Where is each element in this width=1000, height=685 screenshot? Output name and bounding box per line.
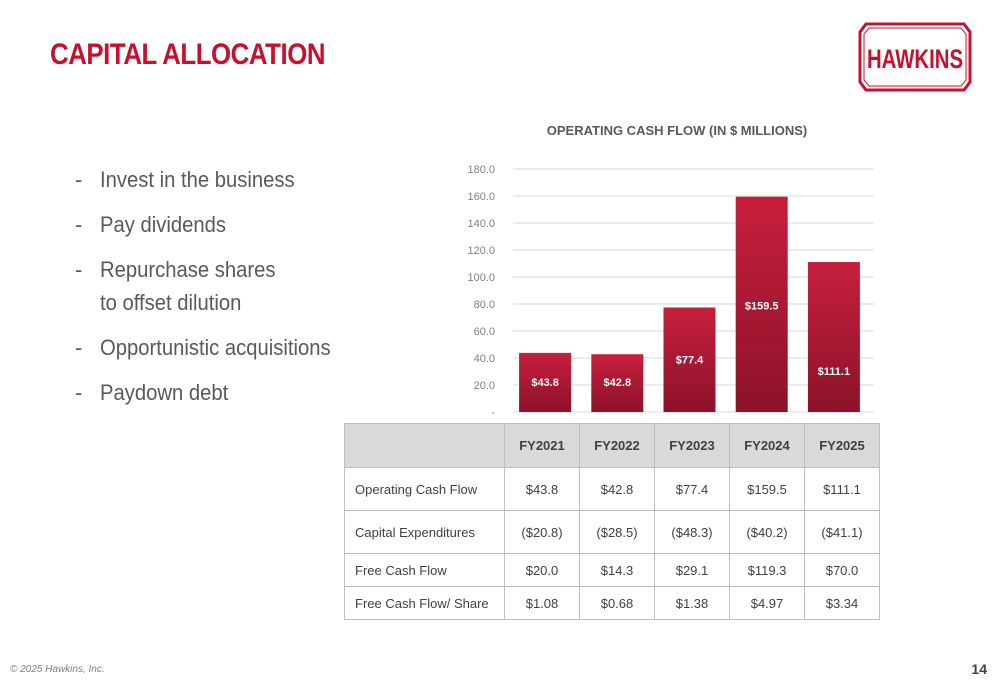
table-cell: $70.0	[804, 553, 880, 587]
bar-fy2023	[663, 307, 716, 412]
bullet-dash: -	[75, 212, 83, 237]
hawkins-logo: HAWKINS	[858, 22, 972, 92]
bullet-text: Repurchase shares to offset dilution	[100, 257, 276, 315]
bullet-item: - Paydown debt	[75, 376, 351, 409]
table-cell: $1.38	[654, 586, 730, 620]
table-cell: $29.1	[654, 553, 730, 587]
table-cell: $159.5	[729, 467, 805, 511]
table-header-cell: FY2022	[579, 423, 655, 468]
table-cell: ($48.3)	[654, 510, 730, 554]
bullet-text: Opportunistic acquisitions	[100, 335, 331, 360]
bullet-item: - Invest in the business	[75, 163, 351, 196]
table-cell: ($40.2)	[729, 510, 805, 554]
table-row: Free Cash Flow $20.0 $14.3 $29.1 $119.3 …	[344, 553, 880, 587]
cash-flow-table-wrapper: FY2021 FY2022 FY2023 FY2024 FY2025 Opera…	[344, 423, 880, 620]
bullet-item: - Opportunistic acquisitions	[75, 331, 351, 364]
bar-fy2024	[735, 196, 788, 412]
allocation-bullet-list: - Invest in the business - Pay dividends -…	[75, 163, 351, 421]
y-tick-label: 40.0	[474, 353, 495, 365]
bullet-text: Paydown debt	[100, 380, 229, 405]
table-header-cell: FY2023	[654, 423, 730, 468]
page-title: CAPITAL ALLOCATION	[50, 38, 326, 71]
table-row: Free Cash Flow/ Share $1.08 $0.68 $1.38 …	[344, 586, 880, 620]
y-tick-label: 100.0	[467, 272, 495, 284]
y-tick-label: 140.0	[467, 218, 495, 230]
table-cell: $3.34	[804, 586, 880, 620]
chart-title: OPERATING CASH FLOW (IN $ MILLIONS)	[546, 123, 808, 138]
row-label: Free Cash Flow	[344, 553, 505, 587]
table-cell: $1.08	[504, 586, 580, 620]
table-header-blank	[344, 423, 505, 468]
bar-data-label: $43.8	[531, 377, 559, 389]
bullet-dash: -	[75, 335, 83, 360]
row-label: Operating Cash Flow	[344, 467, 505, 511]
bar-data-label: $77.4	[676, 355, 704, 367]
bullet-dash: -	[75, 257, 83, 282]
bullet-text: Invest in the business	[100, 167, 295, 192]
table-cell: ($41.1)	[804, 510, 880, 554]
table-cell: $42.8	[579, 467, 655, 511]
bar-data-label: $42.8	[604, 377, 632, 389]
y-tick-label: 20.0	[474, 380, 495, 392]
bullet-dash: -	[75, 380, 83, 405]
bar-fy2021	[519, 352, 572, 412]
row-label: Free Cash Flow/ Share	[344, 586, 505, 620]
table-cell: $77.4	[654, 467, 730, 511]
y-tick-label: 80.0	[474, 299, 495, 311]
logo-outer-badge	[858, 22, 972, 92]
table-cell: $119.3	[729, 553, 805, 587]
table-header-cell: FY2021	[504, 423, 580, 468]
y-tick-label: 160.0	[467, 191, 495, 203]
table-row: Capital Expenditures ($20.8) ($28.5) ($4…	[344, 510, 880, 554]
table-cell: $14.3	[579, 553, 655, 587]
table-cell: $0.68	[579, 586, 655, 620]
operating-cash-flow-chart: - 20.0 40.0 60.0 80.0 100.0 120.0 140.0 160.0 180…	[467, 164, 874, 419]
row-label: Capital Expenditures	[344, 510, 505, 554]
bullet-text: Pay dividends	[100, 212, 227, 237]
y-tick-label: 120.0	[467, 245, 495, 257]
bar-fy2025	[807, 262, 860, 412]
bar-data-label: $159.5	[745, 301, 779, 313]
logo-text: HAWKINS	[867, 44, 963, 74]
table-cell: $4.97	[729, 586, 805, 620]
table-cell: $43.8	[504, 467, 580, 511]
page-number: 14	[971, 661, 987, 677]
cash-flow-table: FY2021 FY2022 FY2023 FY2024 FY2025 Opera…	[344, 423, 880, 620]
table-header-row: FY2021 FY2022 FY2023 FY2024 FY2025	[344, 423, 880, 468]
table-cell: ($28.5)	[579, 510, 655, 554]
bullet-item: - Repurchase shares to offset dilution	[75, 253, 351, 319]
bar-fy2022	[591, 354, 644, 412]
copyright-notice: © 2025 Hawkins, Inc.	[10, 664, 105, 675]
table-cell: $111.1	[804, 467, 880, 511]
y-tick-label: 180.0	[467, 164, 495, 176]
table-header-cell: FY2024	[729, 423, 805, 468]
bullet-item: - Pay dividends	[75, 208, 351, 241]
bar-data-label: $111.1	[818, 366, 850, 378]
table-cell: $20.0	[504, 553, 580, 587]
table-header-cell: FY2025	[804, 423, 880, 468]
table-cell: ($20.8)	[504, 510, 580, 554]
y-tick-label: -	[491, 407, 495, 419]
logo-inner-badge	[863, 27, 967, 87]
bullet-dash: -	[75, 167, 83, 192]
y-tick-label: 60.0	[474, 326, 495, 338]
table-row: Operating Cash Flow $43.8 $42.8 $77.4 $1…	[344, 467, 880, 511]
